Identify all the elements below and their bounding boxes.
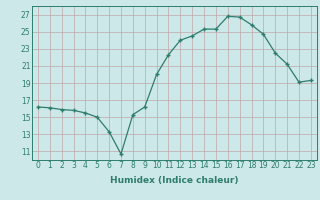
X-axis label: Humidex (Indice chaleur): Humidex (Indice chaleur) (110, 176, 239, 185)
